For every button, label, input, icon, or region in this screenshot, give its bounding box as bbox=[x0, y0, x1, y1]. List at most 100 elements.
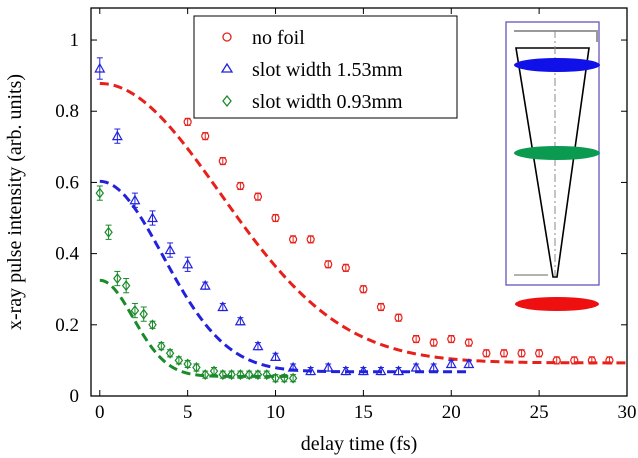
y-tick-label: 0.6 bbox=[55, 172, 79, 193]
axis-tick-labels: 0 5 10 15 20 25 30 0 0.2 0.4 0.6 0.8 1 bbox=[55, 30, 636, 423]
data-point-slot-093 bbox=[104, 224, 113, 240]
fit-curve-slot-093 bbox=[99, 278, 294, 378]
data-point-slot-153 bbox=[463, 358, 475, 369]
data-point-slot-093 bbox=[95, 185, 105, 201]
data-point-no-foil bbox=[552, 356, 561, 365]
data-point-no-foil bbox=[236, 181, 245, 191]
data-point-slot-093 bbox=[227, 369, 236, 381]
data-point-no-foil bbox=[201, 132, 210, 141]
inset-red-ellipse bbox=[515, 297, 599, 311]
data-point-slot-153 bbox=[111, 128, 123, 144]
data-point-slot-153 bbox=[393, 365, 405, 376]
data-point-no-foil bbox=[253, 192, 263, 201]
data-point-slot-153 bbox=[217, 301, 229, 312]
fit-curve-no-foil bbox=[99, 81, 627, 365]
data-point-no-foil bbox=[464, 338, 473, 347]
data-point-no-foil bbox=[376, 302, 386, 312]
data-point-no-foil bbox=[288, 235, 298, 244]
legend-label-no-foil: no foil bbox=[252, 27, 305, 49]
data-point-slot-153 bbox=[164, 242, 176, 258]
data-point-slot-153 bbox=[252, 340, 264, 351]
inset-cone bbox=[515, 47, 590, 278]
legend-marker-slot-153 bbox=[220, 62, 234, 73]
data-point-no-foil bbox=[341, 263, 350, 272]
data-point-no-foil bbox=[605, 356, 614, 365]
x-tick-label: 5 bbox=[183, 402, 193, 423]
data-point-slot-093 bbox=[148, 319, 157, 331]
axis-ticks bbox=[91, 8, 628, 397]
data-point-no-foil bbox=[499, 349, 509, 358]
data-point-slot-153 bbox=[428, 361, 440, 372]
legend: no foil slot width 1.53mm slot width 0.9… bbox=[193, 15, 458, 119]
legend-box bbox=[193, 15, 458, 119]
data-point-no-foil bbox=[394, 313, 403, 322]
data-point-slot-093 bbox=[253, 369, 263, 381]
y-tick-label: 0.8 bbox=[55, 101, 79, 122]
x-tick-label: 25 bbox=[530, 402, 549, 423]
data-point-no-foil bbox=[447, 334, 456, 344]
data-point-slot-093 bbox=[262, 369, 271, 381]
data-point-slot-153 bbox=[445, 358, 457, 369]
x-tick-label: 15 bbox=[354, 402, 373, 423]
x-tick-label: 20 bbox=[442, 402, 461, 423]
data-point-slot-153 bbox=[410, 361, 422, 372]
legend-marker-no-foil bbox=[222, 32, 232, 42]
data-point-slot-093 bbox=[139, 306, 148, 322]
data-point-no-foil bbox=[587, 356, 596, 365]
data-point-no-foil bbox=[183, 117, 192, 127]
y-tick-label: 0.2 bbox=[55, 315, 79, 336]
data-point-slot-093 bbox=[271, 372, 280, 384]
data-point-slot-093 bbox=[174, 354, 184, 366]
data-point-no-foil bbox=[482, 349, 491, 358]
data-point-slot-153 bbox=[182, 256, 194, 272]
inset-green-ellipse bbox=[514, 146, 600, 160]
y-axis-title: x-ray pulse intensity (arb. units) bbox=[4, 74, 26, 330]
data-point-no-foil bbox=[517, 349, 526, 358]
data-markers bbox=[94, 57, 614, 384]
data-point-slot-153 bbox=[129, 192, 141, 208]
data-point-slot-093 bbox=[121, 278, 131, 294]
data-point-slot-093 bbox=[130, 302, 140, 319]
data-point-slot-093 bbox=[236, 369, 245, 381]
data-point-no-foil bbox=[306, 235, 315, 244]
data-point-no-foil bbox=[324, 260, 333, 269]
y-tick-label: 1 bbox=[70, 30, 80, 51]
data-point-slot-153 bbox=[269, 351, 282, 361]
plot-frame bbox=[90, 7, 628, 397]
y-tick-label: 0.4 bbox=[55, 244, 79, 265]
inset-top-line bbox=[514, 30, 598, 42]
data-point-slot-093 bbox=[244, 369, 254, 381]
data-point-slot-153 bbox=[287, 361, 299, 372]
data-point-slot-093 bbox=[183, 358, 192, 370]
x-tick-label: 10 bbox=[266, 402, 285, 423]
data-point-slot-093 bbox=[218, 369, 228, 381]
data-point-no-foil bbox=[359, 285, 368, 294]
legend-label-slot-093: slot width 0.93mm bbox=[252, 91, 403, 113]
data-point-slot-153 bbox=[357, 365, 369, 376]
x-tick-label: 30 bbox=[618, 402, 637, 423]
data-point-slot-093 bbox=[288, 372, 298, 384]
fit-curve-slot-153 bbox=[99, 179, 469, 374]
data-point-slot-153 bbox=[146, 210, 159, 226]
x-axis-title: delay time (fs) bbox=[301, 433, 418, 455]
data-point-no-foil bbox=[429, 338, 438, 347]
data-point-slot-153 bbox=[375, 365, 387, 376]
data-point-no-foil bbox=[535, 349, 544, 358]
y-tick-label: 0 bbox=[70, 386, 80, 407]
fit-curves bbox=[99, 81, 627, 378]
inset-schematic bbox=[505, 21, 600, 311]
data-point-no-foil bbox=[218, 156, 227, 166]
inset-blue-ellipse bbox=[514, 58, 600, 72]
data-point-slot-093 bbox=[192, 362, 201, 374]
data-point-slot-093 bbox=[113, 270, 122, 287]
data-point-slot-093 bbox=[165, 347, 175, 359]
data-point-slot-153 bbox=[234, 315, 246, 326]
data-point-slot-093 bbox=[200, 369, 210, 381]
data-point-slot-153 bbox=[322, 361, 334, 372]
x-tick-label: 0 bbox=[95, 402, 105, 423]
data-point-slot-153 bbox=[340, 365, 352, 376]
data-point-no-foil bbox=[570, 356, 579, 365]
data-point-slot-153 bbox=[305, 365, 317, 376]
data-point-no-foil bbox=[412, 334, 421, 344]
